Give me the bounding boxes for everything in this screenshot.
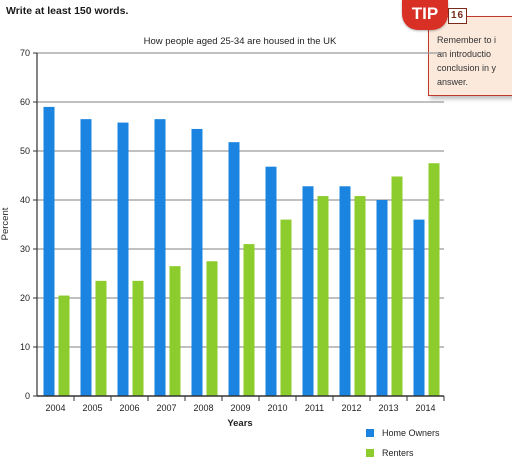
bar-renters xyxy=(58,295,70,396)
axes: 0 10 20 30 40 50 60 70 2004 2005 2006 2007 2008 2009 2… xyxy=(20,48,445,413)
bar-renters xyxy=(132,280,144,396)
legend-item-home-owners: Home Owners xyxy=(366,428,440,438)
legend-label-renters: Renters xyxy=(382,448,414,458)
bar-renters xyxy=(317,196,329,396)
bar-home-owners xyxy=(228,142,240,396)
bar-renters xyxy=(243,244,255,396)
x-tick-label: 2013 xyxy=(378,403,398,413)
bar-home-owners xyxy=(265,166,277,396)
x-tick-label: 2009 xyxy=(230,403,250,413)
bar-home-owners xyxy=(80,119,92,397)
tip-line: an introductio xyxy=(437,49,492,59)
bar-home-owners xyxy=(413,219,425,396)
x-tick-label: 2007 xyxy=(156,403,176,413)
bar-home-owners xyxy=(117,122,129,396)
legend-label-home-owners: Home Owners xyxy=(382,428,440,438)
y-tick-label: 60 xyxy=(20,97,30,107)
x-tick-label: 2012 xyxy=(341,403,361,413)
x-tick-label: 2004 xyxy=(45,403,65,413)
bar-renters xyxy=(354,196,366,396)
x-tick-label: 2014 xyxy=(415,403,435,413)
bar-renters xyxy=(391,176,403,396)
x-tick-label: 2006 xyxy=(119,403,139,413)
legend-swatch-renters xyxy=(366,449,374,457)
x-tick-label: 2010 xyxy=(267,403,287,413)
y-tick-label: 70 xyxy=(20,48,30,58)
tip-line: conclusion in y xyxy=(437,63,497,73)
bar-renters xyxy=(428,163,440,396)
tip-line: answer. xyxy=(437,77,469,87)
tip-line: Remember to i xyxy=(437,35,497,45)
bar-renters xyxy=(95,280,107,396)
x-tick-label: 2011 xyxy=(305,403,324,413)
bar-home-owners xyxy=(302,186,314,396)
y-tick-label: 40 xyxy=(20,195,30,205)
x-tick-label: 2008 xyxy=(193,403,213,413)
bar-home-owners xyxy=(154,119,166,397)
tip-number: 16 xyxy=(448,8,468,24)
legend-item-renters: Renters xyxy=(366,448,414,458)
y-tick-label: 30 xyxy=(20,244,30,254)
bar-home-owners xyxy=(191,128,203,396)
tip-badge: TIP xyxy=(402,0,448,30)
bar-renters xyxy=(280,219,292,396)
y-tick-label: 10 xyxy=(20,342,30,352)
y-tick-label: 0 xyxy=(25,391,30,401)
bar-home-owners xyxy=(43,106,55,397)
bar-home-owners xyxy=(376,200,388,396)
chart-title: How people aged 25-34 are housed in the … xyxy=(144,36,337,47)
y-tick-label: 50 xyxy=(20,146,30,156)
bar-home-owners xyxy=(339,186,351,396)
y-axis-label: Percent xyxy=(0,207,11,240)
y-tick-label: 20 xyxy=(20,293,30,303)
legend-swatch-home-owners xyxy=(366,429,374,437)
x-tick-label: 2005 xyxy=(82,403,102,413)
bar-renters xyxy=(169,266,181,396)
bars xyxy=(43,106,440,397)
x-axis-label: Years xyxy=(227,418,252,429)
tip-box: Remember to i an introductio conclusion … xyxy=(428,16,512,96)
bar-renters xyxy=(206,261,218,396)
instruction-text: Write at least 150 words. xyxy=(6,5,129,17)
